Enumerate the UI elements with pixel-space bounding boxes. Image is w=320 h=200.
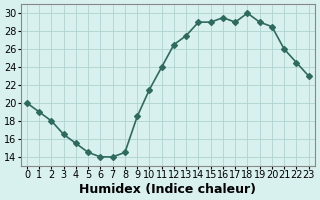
- X-axis label: Humidex (Indice chaleur): Humidex (Indice chaleur): [79, 183, 256, 196]
